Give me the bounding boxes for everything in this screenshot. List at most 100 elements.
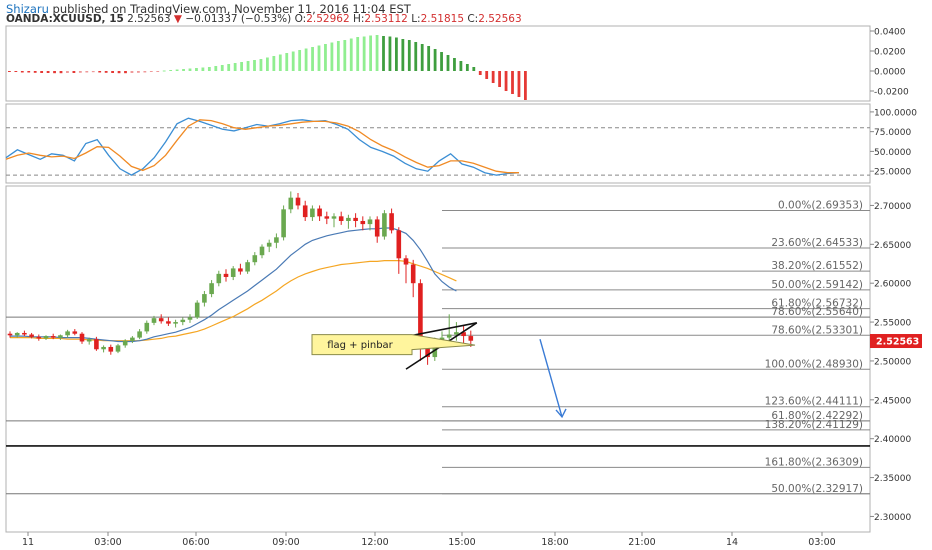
symbol-label[interactable]: OANDA:XCUUSD, 15: [6, 13, 124, 25]
macd-bar: [143, 71, 147, 73]
macd-bar: [336, 41, 340, 71]
macd-bar: [253, 60, 256, 71]
macd-bar: [91, 71, 95, 73]
macd-bar: [182, 69, 185, 71]
ma-fast-line: [10, 227, 457, 343]
macd-bar: [491, 71, 495, 83]
panel-frame: [5, 185, 871, 533]
macd-bar: [124, 71, 127, 74]
time-tick-label: 03:00: [808, 537, 835, 548]
macd-bar: [433, 49, 437, 71]
fib-level-label: 61.80%(2.42292): [771, 410, 863, 422]
candle-body: [353, 217, 358, 221]
candle-body: [122, 340, 128, 346]
macd-bar: [395, 37, 398, 71]
macd-bar: [375, 35, 379, 71]
macd-bar: [420, 44, 424, 71]
candle-body: [396, 230, 402, 259]
macd-bar: [130, 71, 134, 73]
candle-body: [454, 332, 459, 335]
stoch-tick-label: 100.0000: [874, 108, 917, 118]
candle-body: [29, 334, 34, 337]
fib-level-label: 50.00%(2.32917): [771, 483, 863, 495]
candle-body: [446, 334, 452, 338]
fib-level-label: 138.20%(2.41129): [765, 419, 863, 431]
candle-body: [425, 341, 430, 358]
macd-bar: [324, 44, 327, 71]
macd-bar: [40, 71, 44, 73]
candle-body: [259, 246, 265, 256]
macd-bar: [407, 40, 411, 71]
macd-bar: [188, 68, 192, 71]
macd-bar: [349, 38, 353, 71]
price-tick-label: 2.70000: [874, 202, 911, 212]
candle-body: [144, 322, 150, 332]
macd-bar: [214, 66, 218, 71]
panel-frame: [5, 25, 871, 102]
macd-bar: [272, 56, 276, 71]
price-tick-label: 2.60000: [874, 280, 911, 290]
fib-level-label: 50.00%(2.59142): [771, 279, 863, 291]
candle-body: [79, 333, 85, 342]
ma-slow-line: [10, 260, 457, 342]
time-tick-label: 11: [22, 537, 34, 548]
candle-body: [108, 346, 114, 352]
last-price-tag: [870, 334, 922, 349]
macd-bar: [33, 71, 37, 73]
fib-level-label: 161.80%(2.36309): [765, 456, 863, 468]
time-axis: 11 03:00 06:00 09:00 12:00 15:00 18:00 21:00 14 0…: [22, 532, 836, 548]
macd-bar: [388, 36, 392, 71]
candle-body: [173, 322, 178, 324]
annotation-callout: [311, 334, 476, 356]
macd-bar: [266, 57, 269, 71]
price-tick-label: 2.55000: [874, 319, 911, 329]
macd-bar: [240, 62, 243, 71]
macd-bar: [227, 64, 231, 71]
macd-tick-label: -0.0200: [874, 88, 909, 98]
candle-body: [374, 219, 380, 237]
candle-body: [50, 336, 56, 338]
time-tick-label: 09:00: [272, 537, 299, 548]
macd-bar: [46, 71, 50, 73]
candle-body: [166, 321, 171, 324]
candle-body: [130, 337, 135, 341]
candle-body: [115, 345, 121, 352]
candle-body: [310, 208, 315, 218]
macd-bar: [465, 64, 469, 71]
candle-body: [101, 346, 106, 350]
macd-bar: [298, 50, 302, 71]
panel-frame: [5, 103, 871, 184]
macd-bar: [162, 70, 166, 72]
candle-body: [7, 333, 13, 336]
fib-level-label: 61.80%(2.56732): [771, 298, 863, 310]
macd-bar: [53, 71, 56, 74]
macd-bar: [78, 71, 82, 73]
open-value: 2.52962: [306, 13, 350, 25]
candle-body: [418, 283, 423, 342]
high-label: H:: [352, 13, 365, 25]
macd-bar: [356, 37, 360, 71]
projection-arrow: [539, 338, 563, 418]
candle-body: [238, 268, 243, 272]
macd-bar: [459, 61, 463, 71]
candle-body: [43, 336, 49, 339]
author-name[interactable]: Shizaru: [6, 2, 49, 16]
macd-bar: [362, 36, 366, 71]
change-down-icon: ▼: [173, 13, 182, 25]
candle-body: [461, 332, 466, 337]
arrow-head-icon: [555, 408, 567, 419]
macd-bar: [220, 65, 224, 71]
macd-bar: [524, 71, 527, 100]
macd-bar: [304, 48, 308, 71]
candle-body: [389, 213, 394, 231]
price-tick-label: 2.65000: [874, 241, 911, 251]
candle-body: [158, 318, 164, 322]
macd-panel: 0.0400 0.0200 0.0000 -0.0200: [5, 25, 909, 102]
macd-bar: [343, 40, 347, 71]
ohlc-line: OANDA:XCUUSD, 15 2.52563 ▼ −0.01337 (−0.…: [6, 13, 522, 25]
macd-bar: [453, 58, 456, 71]
macd-bar: [517, 71, 521, 97]
macd-bar: [117, 71, 121, 74]
macd-bar: [259, 59, 263, 71]
